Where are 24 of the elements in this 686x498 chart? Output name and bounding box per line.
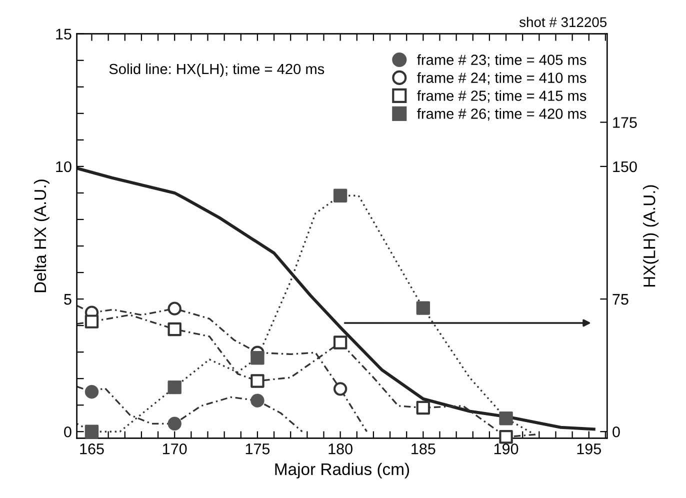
legend-label: frame # 23; time = 405 ms [417,54,586,67]
y2-tick-label: 175 [613,117,637,128]
y2-tick-label: 75 [612,294,628,305]
legend-label: frame # 26; time = 420 ms [417,108,586,121]
y-tick-label: 0 [64,426,72,438]
x-tick-label: 165 [80,444,104,454]
x-axis-title: Major Radius (cm) [275,462,410,478]
y2-tick-label: 150 [613,161,637,172]
x-tick-label: 190 [494,444,518,454]
y-axis-title: Delta HX (A.U.) [34,180,50,292]
y-tick-label: 10 [56,161,72,172]
y2-tick-label: 0 [612,426,620,438]
legend-label: frame # 25; time = 415 ms [417,90,586,103]
y2-axis-title: HX(LH) (A.U.) [643,185,659,287]
x-tick-label: 170 [163,444,187,454]
legend-label: frame # 24; time = 410 ms [417,72,586,85]
x-tick-label: 195 [577,444,601,454]
x-tick-label: 185 [412,444,436,454]
y-tick-label: 15 [56,28,72,40]
annotation: Solid line: HX(LH); time = 420 ms [109,63,324,78]
text: shot # 312205 [519,16,607,28]
y-tick-label: 5 [64,294,72,305]
x-tick-label: 175 [246,444,270,454]
x-tick-label: 180 [328,444,352,454]
